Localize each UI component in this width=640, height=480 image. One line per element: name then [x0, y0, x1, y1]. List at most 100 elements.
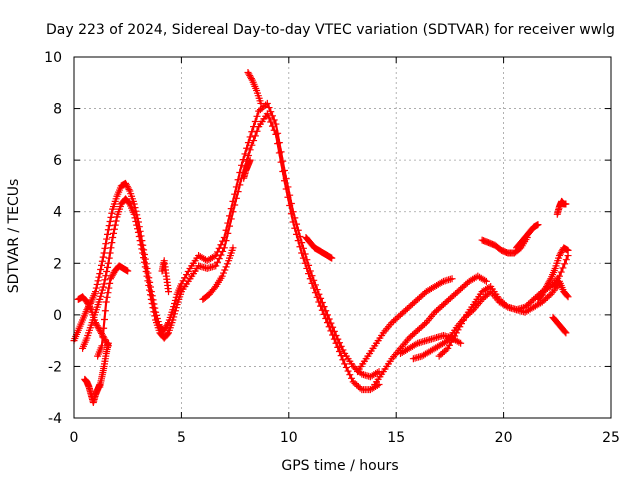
data-point — [184, 268, 192, 276]
y-tick-label: 4 — [53, 205, 62, 221]
data-point — [143, 272, 151, 280]
data-point — [147, 295, 155, 303]
y-tick-label: 0 — [53, 308, 62, 324]
data-point — [308, 279, 316, 287]
data-point — [85, 301, 93, 309]
data-point — [232, 194, 240, 202]
data-point — [523, 302, 531, 310]
data-point — [139, 249, 147, 257]
x-tick-label: 25 — [602, 430, 620, 446]
data-point — [329, 331, 337, 339]
data-point — [497, 297, 505, 305]
data-point — [99, 283, 107, 291]
data-point — [400, 308, 408, 316]
data-point — [337, 342, 345, 350]
data-point — [218, 272, 226, 280]
data-point — [351, 379, 359, 387]
data-point — [221, 266, 229, 274]
data-point — [253, 127, 261, 135]
data-point — [437, 351, 445, 359]
data-point — [543, 282, 551, 290]
data-point — [270, 126, 278, 134]
data-point — [322, 314, 330, 322]
data-point — [398, 309, 406, 317]
data-point — [144, 277, 152, 285]
data-point — [417, 292, 425, 300]
data-point — [96, 295, 104, 303]
data-point — [101, 315, 109, 323]
data-point — [318, 306, 326, 314]
data-point — [268, 122, 276, 130]
data-point — [210, 253, 218, 261]
data-point — [256, 106, 264, 114]
data-point — [439, 301, 447, 309]
data-point — [107, 213, 115, 221]
data-point — [164, 320, 172, 328]
data-point — [500, 300, 508, 308]
data-point — [438, 278, 446, 286]
data-point — [251, 132, 259, 140]
data-point — [108, 272, 116, 280]
data-point — [141, 263, 149, 271]
data-point — [447, 338, 455, 346]
data-point — [391, 315, 399, 323]
data-point — [421, 320, 429, 328]
y-tick-label: 8 — [53, 102, 62, 118]
data-point — [431, 308, 439, 316]
data-point — [388, 319, 396, 327]
data-point — [445, 341, 453, 349]
series-arc-18 — [512, 221, 542, 252]
data-point — [353, 381, 361, 389]
data-point — [130, 210, 138, 218]
data-point — [239, 156, 247, 164]
data-point — [407, 302, 415, 310]
data-point — [102, 272, 110, 280]
data-point — [294, 237, 302, 245]
data-point — [354, 383, 362, 391]
data-point — [255, 107, 263, 115]
data-point — [562, 256, 570, 264]
data-point — [414, 326, 422, 334]
data-point — [149, 304, 157, 312]
data-point — [351, 364, 359, 372]
data-point — [263, 110, 271, 118]
data-point — [323, 319, 331, 327]
data-point — [538, 290, 546, 298]
data-point — [148, 300, 156, 308]
data-point — [403, 305, 411, 313]
data-point — [545, 292, 553, 300]
data-point — [150, 308, 158, 316]
data-point — [448, 275, 456, 283]
y-axis-label: SDTVAR / TECUs — [6, 179, 22, 294]
data-point — [109, 234, 117, 241]
data-point — [274, 140, 282, 148]
data-point — [296, 243, 304, 251]
data-point — [140, 258, 148, 266]
y-tick-label: 6 — [53, 153, 62, 169]
data-point — [334, 343, 342, 351]
data-point — [448, 293, 456, 301]
data-point — [100, 324, 108, 332]
data-point — [99, 253, 107, 261]
data-point — [419, 322, 427, 330]
data-point — [436, 304, 444, 312]
series-arc-6 — [96, 339, 112, 391]
data-point — [526, 298, 534, 306]
data-point — [451, 290, 459, 298]
data-point — [311, 289, 319, 297]
data-point — [349, 362, 357, 370]
data-point — [446, 294, 454, 302]
data-point — [122, 181, 130, 189]
chart-title: Day 223 of 2024, Sidereal Day-to-day VTE… — [46, 22, 615, 38]
data-point — [557, 248, 565, 256]
data-point — [238, 161, 246, 169]
data-series — [70, 68, 572, 407]
series-arc-9 — [244, 68, 265, 107]
data-point — [335, 347, 343, 355]
data-point — [101, 276, 109, 284]
data-point — [246, 72, 254, 80]
data-point — [434, 305, 442, 313]
data-point — [170, 313, 178, 321]
data-point — [415, 325, 423, 333]
